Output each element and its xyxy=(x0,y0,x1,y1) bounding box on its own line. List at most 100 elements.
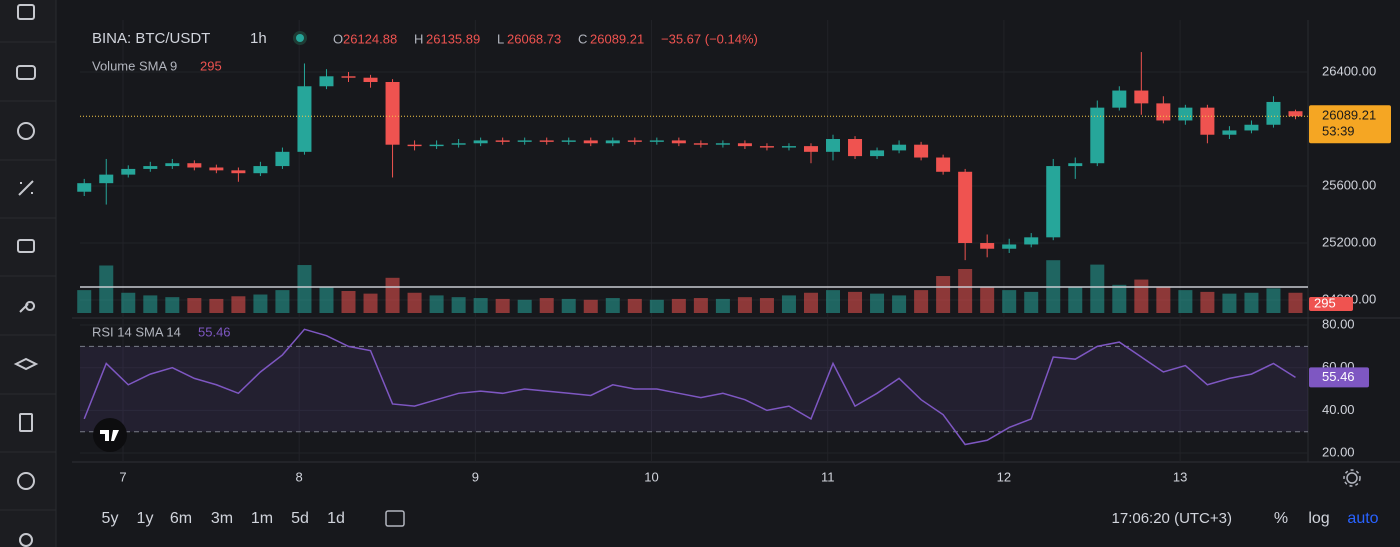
volume-bar xyxy=(1090,264,1105,313)
volume-bar xyxy=(253,294,268,313)
volume-bar xyxy=(407,292,422,313)
candle-body xyxy=(1266,101,1281,125)
rsi-line xyxy=(83,328,1296,446)
candle-body xyxy=(1156,103,1171,121)
volume-bar xyxy=(980,286,995,313)
x-tick-label: 10 xyxy=(644,469,658,484)
ohlc-value: 26089.21 xyxy=(590,31,644,46)
candle-body xyxy=(1244,124,1259,131)
candle-body xyxy=(870,150,885,157)
candle-body xyxy=(341,76,356,78)
ohlc-letter: C xyxy=(578,31,587,46)
axis-settings[interactable] xyxy=(1343,469,1361,487)
scale-button[interactable]: % xyxy=(1274,510,1288,527)
timeframe-button[interactable]: 1y xyxy=(137,510,154,527)
interval[interactable]: 1h xyxy=(250,30,267,47)
volume-bar xyxy=(737,297,752,313)
x-tick-label: 12 xyxy=(997,469,1011,484)
candle-body xyxy=(1178,107,1193,121)
sidebar-icons xyxy=(13,4,39,547)
logo[interactable] xyxy=(93,418,127,452)
volume-bar xyxy=(671,298,686,313)
volume-bar xyxy=(1002,290,1017,313)
candle-body xyxy=(826,138,841,152)
percent-icon[interactable] xyxy=(18,180,34,196)
candle-body xyxy=(914,144,929,158)
volume-bar xyxy=(451,297,466,313)
volume-bar xyxy=(605,298,620,313)
candle-body xyxy=(385,81,400,145)
candle-body xyxy=(187,163,202,168)
volume-bar xyxy=(1244,292,1259,313)
volume-bar xyxy=(517,299,532,313)
candle-body xyxy=(958,171,973,244)
support-icon[interactable] xyxy=(17,472,35,490)
candle-body xyxy=(649,140,664,142)
volume-bar xyxy=(958,269,973,313)
report-icon[interactable] xyxy=(19,413,33,432)
volume-bar xyxy=(1266,288,1281,313)
volume-bar xyxy=(936,276,951,313)
bot-icon[interactable] xyxy=(16,65,36,80)
candle-body xyxy=(473,140,488,144)
y-tick-label: 26400.00 xyxy=(1322,63,1376,78)
scale-button[interactable]: log xyxy=(1308,510,1329,527)
candle-body xyxy=(99,174,114,184)
wallet-icon[interactable] xyxy=(17,239,35,253)
candle-body xyxy=(715,143,730,145)
symbol[interactable]: BINA: BTC/USDT xyxy=(92,30,210,47)
volume-bar xyxy=(341,291,356,313)
candle-body xyxy=(1002,244,1017,249)
scale-button[interactable]: auto xyxy=(1347,510,1378,527)
candle-body xyxy=(407,144,422,147)
ohlc-letter: O xyxy=(333,31,343,46)
candle-body xyxy=(1112,90,1127,108)
timeframe-button[interactable]: 1m xyxy=(251,510,273,527)
candle-body xyxy=(209,167,224,171)
volume-bar xyxy=(363,293,378,313)
volume-bar xyxy=(826,290,841,313)
volume-tag-label: 295 xyxy=(1314,295,1336,310)
volume-bar xyxy=(870,293,885,313)
volume-bar xyxy=(385,277,400,313)
marks xyxy=(77,52,1308,446)
timeframe-button[interactable]: 1d xyxy=(327,510,345,527)
layout-icon[interactable] xyxy=(17,4,35,20)
date-range-icon[interactable] xyxy=(385,510,405,527)
timeframe-button[interactable]: 3m xyxy=(211,510,233,527)
volume-bar xyxy=(1112,284,1127,313)
grid xyxy=(80,20,1308,462)
academy-icon[interactable] xyxy=(13,357,39,371)
volume-bar xyxy=(914,290,929,313)
candle-body xyxy=(143,166,158,169)
x-tick-label: 8 xyxy=(296,469,303,484)
volume-bar xyxy=(1178,290,1193,313)
volume-bar xyxy=(1222,293,1237,313)
timeframe-button[interactable]: 5d xyxy=(291,510,309,527)
key-icon[interactable] xyxy=(19,301,36,313)
volume-label: Volume SMA 9 xyxy=(92,58,177,73)
status-dot xyxy=(296,34,304,42)
volume-tag xyxy=(1309,297,1353,312)
compass-icon[interactable] xyxy=(17,122,35,140)
candle-body xyxy=(803,146,818,152)
volume-bar xyxy=(275,290,290,313)
timeframe-button[interactable]: 5y xyxy=(102,510,119,527)
volume-bar xyxy=(892,295,907,313)
timeframe-button[interactable]: 6m xyxy=(170,510,192,527)
rsi-tag-label: 55.46 xyxy=(1322,369,1355,384)
clock: 17:06:20 (UTC+3) xyxy=(1112,510,1232,527)
candle-body xyxy=(429,144,444,147)
ohlc-value: 26068.73 xyxy=(507,31,561,46)
settings-icon[interactable] xyxy=(19,533,33,547)
candle-body xyxy=(980,243,995,249)
candle-body xyxy=(759,146,774,148)
volume-bar xyxy=(539,298,554,313)
x-tick-label: 7 xyxy=(119,469,126,484)
candle-body xyxy=(781,146,796,148)
rsi-tick-label: 80.00 xyxy=(1322,316,1355,331)
volume-bar xyxy=(473,298,488,313)
candle-body xyxy=(627,140,642,142)
